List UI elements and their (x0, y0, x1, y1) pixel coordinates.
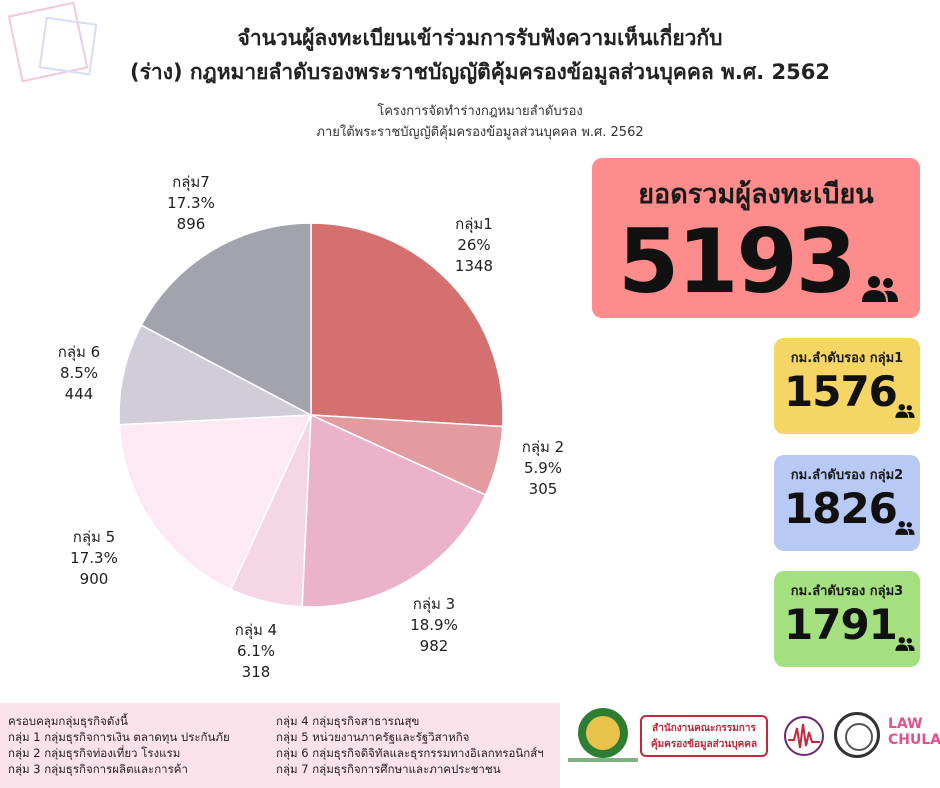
slice-label-value: 305 (528, 480, 558, 498)
group-card-2: กม.ลำดับรอง กลุ่ม2 1826 (774, 455, 920, 551)
slice-label-percent: 6.1% (236, 642, 276, 660)
slice-label-value: 318 (241, 663, 271, 681)
slice-label-3: กลุ่ม 3 18.9% 982 (381, 594, 487, 657)
pie-slice-7 (140, 222, 312, 417)
slice-label-value: 896 (176, 215, 206, 233)
total-title: ยอดรวมผู้ลงทะเบียน (638, 179, 874, 210)
footer-band (0, 703, 560, 788)
slice-label-name: กลุ่ม 6 (57, 343, 101, 361)
ministry-seal-logo (578, 708, 628, 758)
footer-line: กลุ่ม 7 กลุ่มธุรกิจการศึกษาและภาคประชาชน (276, 762, 501, 776)
slice-label-7: กลุ่ม7 17.3% 896 (138, 172, 244, 235)
slice-label-value: 900 (79, 570, 109, 588)
group-card-value: 1791 (784, 600, 898, 649)
footer-line: กลุ่ม 4 กลุ่มธุรกิจสาธารณสุข (276, 714, 420, 728)
slice-label-name: กลุ่ม7 (172, 173, 210, 191)
pie-slice-5 (118, 414, 313, 591)
research-emblem-logo (784, 716, 824, 756)
title-line-1: จำนวนผู้ลงทะเบียนเข้าร่วมการรับฟังความเห… (237, 26, 723, 50)
slice-label-percent: 5.9% (523, 459, 563, 477)
pie-chart (118, 222, 504, 608)
group-card-1: กม.ลำดับรอง กลุ่ม1 1576 (774, 338, 920, 434)
footer-line: กลุ่ม 1 กลุ่มธุรกิจการเงิน ตลาดทุน ประกั… (8, 730, 230, 744)
people-icon (895, 521, 915, 535)
slice-label-percent: 17.3% (70, 549, 118, 567)
footer-line: ครอบคลุมกลุ่มธุรกิจดังนี้ (8, 714, 128, 728)
slice-label-4: กลุ่ม 4 6.1% 318 (203, 620, 309, 683)
slice-label-2: กลุ่ม 2 5.9% 305 (490, 437, 596, 500)
pie-slice-6 (118, 324, 314, 426)
slice-label-name: กลุ่ม 5 (72, 528, 116, 546)
seal-emblem-icon (586, 716, 620, 750)
slice-label-name: กลุ่ม 3 (412, 595, 456, 613)
law-logo-line: LAW (888, 716, 923, 732)
subtitle-line-2: ภายใต้พระราชบัญญัติคุ้มครองข้อมูลส่วนบุค… (316, 125, 644, 140)
footer-legend-col-1: ครอบคลุมกลุ่มธุรกิจดังนี้ กลุ่ม 1 กลุ่มธ… (8, 713, 230, 777)
footer-line: กลุ่ม 5 หน่วยงานภาครัฐและรัฐวิสาหกิจ (276, 730, 470, 744)
slice-label-percent: 17.3% (167, 194, 215, 212)
seal-emblem-icon (845, 723, 873, 751)
chula-seal-logo (834, 712, 880, 758)
footer-legend-col-2: กลุ่ม 4 กลุ่มธุรกิจสาธารณสุข กลุ่ม 5 หน่… (276, 713, 544, 777)
footer-line: กลุ่ม 6 กลุ่มธุรกิจดิจิทัลและธุรกรรมทางอ… (276, 746, 544, 760)
total-registrants-card: ยอดรวมผู้ลงทะเบียน 5193 (592, 158, 920, 318)
pdpc-logo: สำนักงานคณะกรรมการ คุ้มครองข้อมูลส่วนบุค… (640, 715, 768, 757)
total-value: 5193 (618, 210, 857, 313)
slice-label-name: กลุ่ม 2 (521, 438, 565, 456)
law-logo-line: CHULA (888, 732, 940, 748)
group-card-value: 1826 (784, 484, 898, 533)
pie-slice-1 (310, 222, 504, 428)
pie-slice-3 (301, 413, 487, 608)
group-card-title: กม.ลำดับรอง กลุ่ม3 (790, 584, 904, 599)
slice-label-percent: 26% (457, 236, 491, 254)
slice-label-6: กลุ่ม 6 8.5% 444 (26, 342, 132, 405)
slice-label-1: กลุ่ม1 26% 1348 (421, 214, 527, 277)
people-icon (895, 637, 915, 651)
slice-label-value: 444 (64, 385, 94, 403)
group-card-3: กม.ลำดับรอง กลุ่ม3 1791 (774, 571, 920, 667)
slice-label-value: 1348 (454, 257, 494, 275)
slice-label-name: กลุ่ม 4 (234, 621, 278, 639)
group-card-title: กม.ลำดับรอง กลุ่ม1 (790, 351, 904, 366)
subtitle-line-1: โครงการจัดทำร่างกฎหมายลำดับรอง (377, 104, 583, 119)
slice-label-percent: 8.5% (59, 364, 99, 382)
slice-label-percent: 18.9% (410, 616, 458, 634)
group-card-title: กม.ลำดับรอง กลุ่ม2 (790, 468, 904, 483)
group-card-value: 1576 (784, 367, 898, 416)
footer-line: กลุ่ม 2 กลุ่มธุรกิจท่องเที่ยว โรงแรม (8, 746, 181, 760)
title-line-2: (ร่าง) กฎหมายลำดับรองพระราชบัญญัติคุ้มคร… (130, 60, 830, 84)
people-icon (862, 276, 898, 302)
law-chula-logo: LAW CHULA (888, 716, 940, 748)
slice-label-name: กลุ่ม1 (455, 215, 493, 233)
footer-line: กลุ่ม 3 กลุ่มธุรกิจการผลิตและการค้า (8, 762, 188, 776)
people-icon (895, 404, 915, 418)
slice-label-5: กลุ่ม 5 17.3% 900 (41, 527, 147, 590)
slice-label-value: 982 (419, 637, 449, 655)
seal-caption-decor (568, 758, 638, 762)
pdpc-logo-line: คุ้มครองข้อมูลส่วนบุคคล (650, 739, 758, 750)
pdpc-logo-line: สำนักงานคณะกรรมการ (652, 723, 756, 734)
